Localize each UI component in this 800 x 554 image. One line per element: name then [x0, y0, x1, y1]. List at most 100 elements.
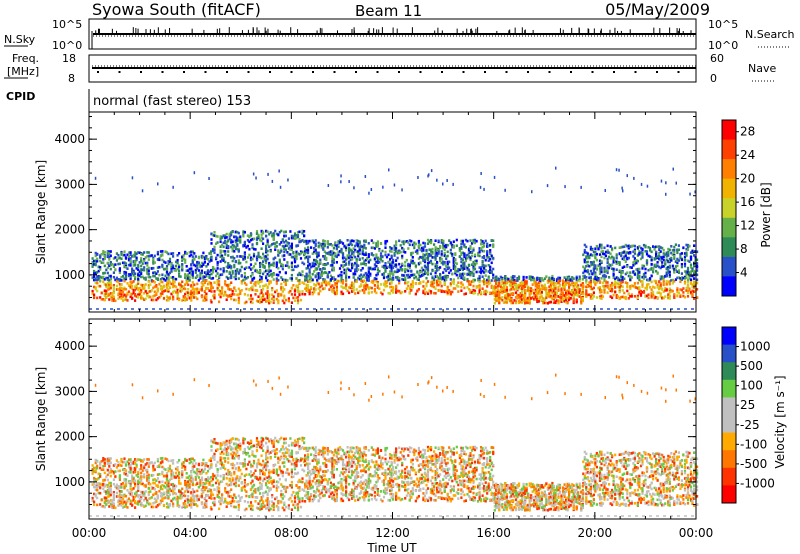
- echo-cell: [331, 288, 334, 291]
- echo-cell: [293, 255, 297, 258]
- echo-cell: [228, 237, 231, 241]
- echo-cell: [504, 275, 507, 278]
- echo-cell: [443, 278, 446, 282]
- echo-cell: [434, 252, 437, 256]
- echo-cell: [218, 280, 221, 283]
- echo-cell: [240, 265, 243, 269]
- echo-cell: [505, 277, 508, 280]
- echo-cell: [237, 298, 240, 302]
- echo-cell: [536, 291, 539, 295]
- echo-cell: [338, 239, 342, 242]
- echo-cell: [284, 230, 287, 234]
- echo-cell: [513, 282, 516, 285]
- echo-cell: [486, 245, 489, 248]
- echo-cell: [293, 299, 297, 302]
- echo-cell: [457, 290, 460, 293]
- echo-cell: [408, 243, 411, 247]
- echo-cell: [452, 261, 455, 264]
- echo-cell: [352, 251, 355, 254]
- echo-cell: [449, 241, 452, 244]
- echo-cell: [307, 286, 310, 289]
- echo-cell: [182, 285, 185, 288]
- echo-cell: [464, 292, 467, 295]
- echo-cell: [155, 291, 158, 295]
- echo-cell: [555, 277, 559, 281]
- echo-cell: [117, 278, 120, 281]
- echo-cell: [585, 269, 588, 273]
- echo-cell: [680, 276, 683, 279]
- echo-cell: [203, 275, 206, 279]
- echo-cell: [594, 276, 597, 279]
- echo-cell: [219, 267, 222, 271]
- echo-cell: [426, 238, 430, 242]
- echo-cell: [272, 257, 275, 261]
- echo-cell: [147, 269, 150, 273]
- echo-cell: [187, 274, 190, 278]
- echo-cell: [296, 231, 300, 234]
- echo-cell: [228, 265, 231, 269]
- echo-cell: [528, 275, 531, 278]
- echo-cell: [481, 263, 484, 266]
- echo-cell: [373, 284, 376, 287]
- echo-cell: [354, 261, 357, 265]
- echo-cell: [461, 242, 464, 245]
- echo-cell: [578, 288, 581, 291]
- echo-cell: [448, 260, 451, 264]
- freq-dot: [247, 71, 250, 73]
- echo-cell: [429, 250, 433, 253]
- echo-cell: [308, 270, 311, 274]
- echo-cell: [196, 292, 199, 295]
- echo-cell: [310, 276, 313, 279]
- echo-cell: [221, 288, 224, 291]
- echo-cell: [239, 255, 242, 258]
- echo-cell: [513, 280, 516, 284]
- echo-cell: [197, 269, 200, 272]
- echo-cell: [472, 247, 475, 250]
- echo-cell: [224, 239, 227, 243]
- echo-cell: [372, 246, 375, 249]
- echo-cell: [311, 252, 314, 255]
- echo-cell: [260, 291, 263, 295]
- echo-cell: [351, 281, 354, 285]
- echo-cell: [263, 265, 266, 268]
- echo-cell: [667, 271, 670, 274]
- echo-cell: [200, 256, 203, 260]
- echo-cell: [266, 257, 269, 261]
- echo-cell: [598, 265, 602, 269]
- echo-cell: [516, 296, 519, 299]
- echo-cell: [219, 290, 222, 293]
- echo-cell: [99, 275, 102, 279]
- echo-cell: [680, 252, 683, 255]
- echo-cell: [376, 268, 379, 272]
- echo-cell: [490, 239, 493, 242]
- echo-cell: [486, 278, 489, 282]
- echo-cell: [565, 290, 568, 293]
- echo-cell: [93, 278, 96, 282]
- echo-cell: [260, 229, 263, 233]
- echo-cell: [230, 256, 233, 259]
- echo-cell: [540, 295, 543, 298]
- echo-cell: [182, 257, 185, 261]
- echo-cell: [222, 257, 225, 260]
- echo-cell: [225, 232, 228, 236]
- echo-cell: [298, 293, 301, 297]
- echo-cell: [191, 250, 194, 254]
- echo-cell: [185, 298, 188, 301]
- echo-cell: [439, 289, 442, 292]
- echo-cell: [372, 267, 375, 271]
- echo-cell: [562, 279, 565, 282]
- echo-cell: [565, 278, 568, 282]
- echo-cell: [249, 238, 253, 242]
- echo-cell: [219, 292, 222, 296]
- echo-cell: [140, 252, 143, 256]
- echo-cell: [112, 285, 115, 289]
- echo-cell: [225, 275, 228, 279]
- echo-cell: [132, 255, 135, 258]
- echo-cell: [504, 298, 507, 302]
- echo-cell: [683, 258, 687, 262]
- echo-cell: [589, 285, 592, 289]
- echo-cell: [656, 296, 659, 299]
- echo-cell: [492, 267, 495, 271]
- echo-cell: [373, 290, 376, 293]
- echo-cell: [246, 256, 249, 259]
